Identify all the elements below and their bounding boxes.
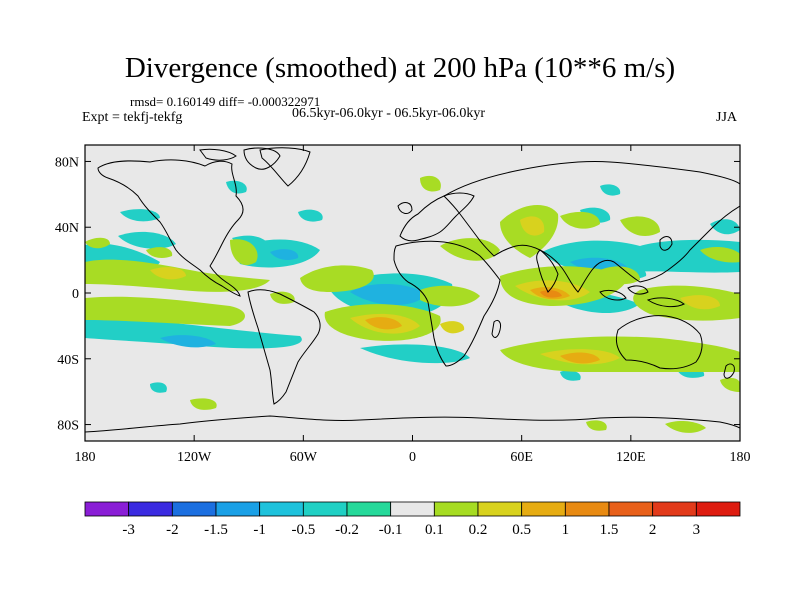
map-title: Divergence (smoothed) at 200 hPa (10**6 … <box>124 52 676 84</box>
colorbar-label: -0.2 <box>335 522 359 538</box>
colorbar-swatch <box>652 501 697 517</box>
colorbar-swatch <box>608 501 654 517</box>
period-label: 06.5kyr-06.0kyr - 06.5kyr-06.0kyr <box>292 106 486 121</box>
lat-label: 40N <box>55 221 79 236</box>
colorbar-swatch <box>302 501 348 517</box>
colorbar-swatch <box>564 501 610 517</box>
divergence-field <box>85 175 740 433</box>
lat-label: 0 <box>72 287 79 302</box>
lon-label: 60E <box>510 450 533 465</box>
colorbar-swatch <box>346 501 392 517</box>
axis-ticks: 80N 40N 0 40S 80S 180 120W 60W 0 60E 120E 180 <box>55 145 751 465</box>
colorbar-label: -2 <box>166 522 179 538</box>
colorbar-swatch <box>84 501 130 517</box>
colorbar-label: -0.5 <box>291 522 315 538</box>
lat-label: 40S <box>57 353 79 368</box>
lon-label: 0 <box>409 450 416 465</box>
colorbar-label: 1.5 <box>600 522 619 538</box>
lat-label: 80N <box>55 155 79 170</box>
lon-label: 120W <box>177 450 212 465</box>
colorbar-swatch <box>259 501 304 517</box>
colorbar-label: -3 <box>122 522 135 538</box>
colorbar-swatch <box>215 501 261 517</box>
colorbar-swatch <box>433 501 479 517</box>
colorbar-label: 1 <box>562 522 570 538</box>
lon-label: 180 <box>730 450 751 465</box>
colorbar-label: 0.5 <box>512 522 531 538</box>
colorbar-swatch <box>171 501 217 517</box>
colorbar-label: 3 <box>693 522 701 538</box>
colorbar-swatch <box>695 501 741 517</box>
colorbar-swatch <box>128 501 173 517</box>
colorbar-label: -1.5 <box>204 522 228 538</box>
lon-label: 180 <box>75 450 96 465</box>
lon-label: 60W <box>290 450 318 465</box>
season-label: JJA <box>716 110 738 125</box>
lat-label: 80S <box>57 419 79 434</box>
colorbar: -3 -2 -1.5 -1 -0.5 -0.2 -0.1 0.1 0.2 0.5 1 1.5 2 3 <box>84 501 741 538</box>
colorbar-swatch <box>390 501 435 517</box>
lon-label: 120E <box>616 450 646 465</box>
colorbar-label: -0.1 <box>379 522 403 538</box>
colorbar-label: 0.2 <box>469 522 488 538</box>
stats-label: rmsd= 0.160149 diff= -0.000322971 <box>130 94 321 109</box>
colorbar-swatch <box>521 501 566 517</box>
coastlines <box>85 147 740 433</box>
colorbar-swatch <box>477 501 523 517</box>
colorbar-label: 0.1 <box>425 522 444 538</box>
colorbar-label: -1 <box>253 522 266 538</box>
experiment-label: Expt = tekfj-tekfg <box>82 110 183 125</box>
colorbar-label: 2 <box>649 522 657 538</box>
